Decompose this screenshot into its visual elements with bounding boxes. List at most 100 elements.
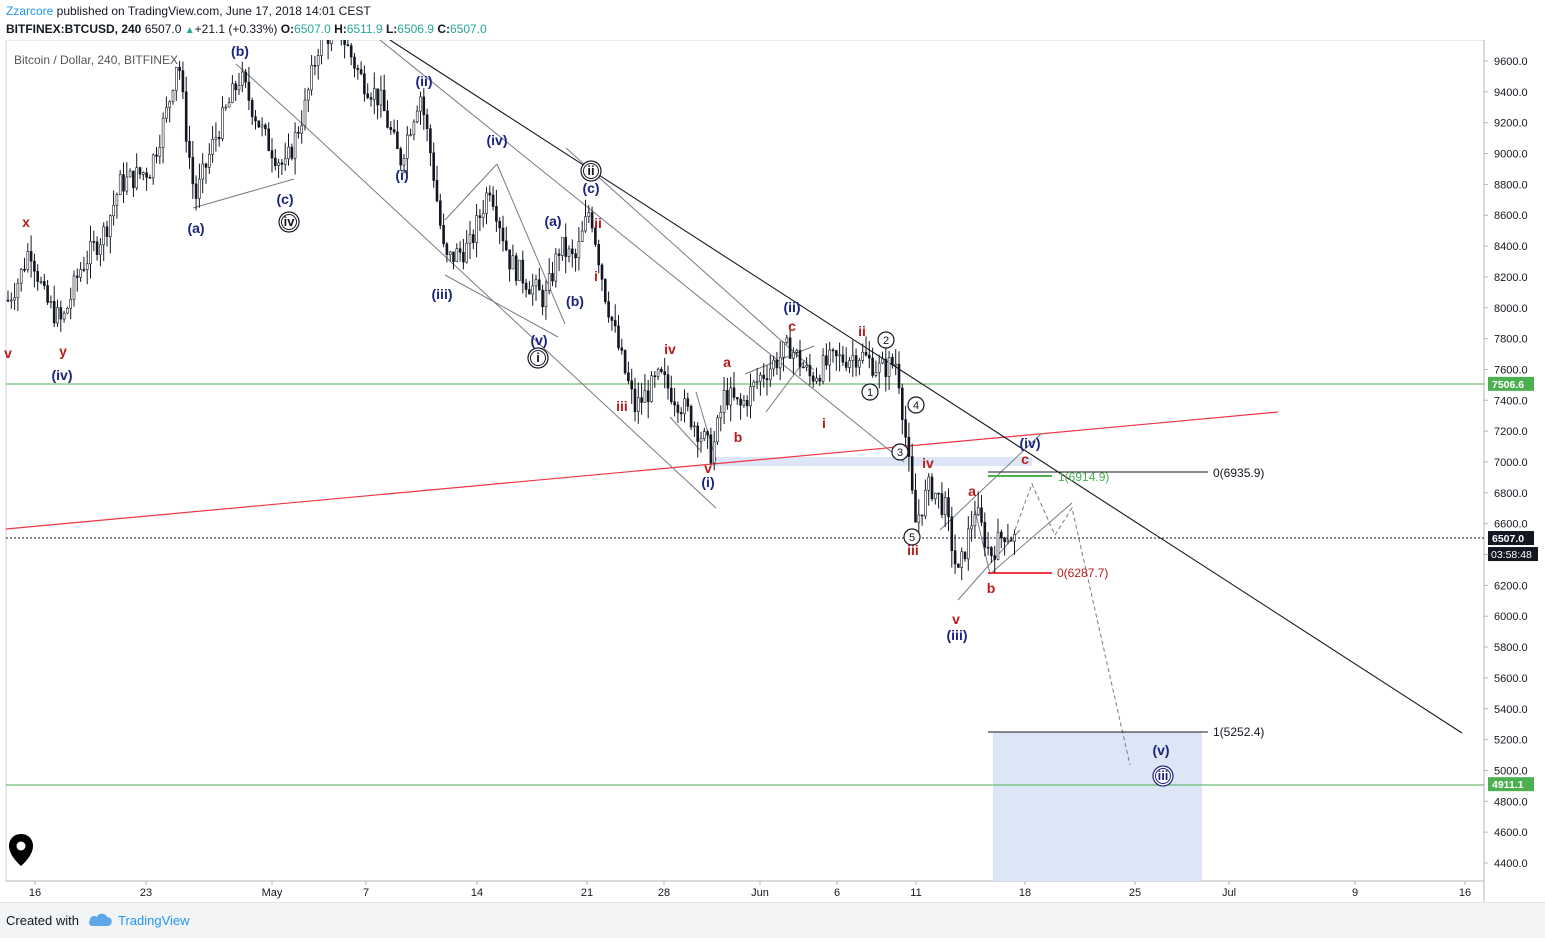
candle-body xyxy=(148,177,152,179)
candle-body xyxy=(528,289,531,295)
channel-c-bottom xyxy=(765,359,806,413)
wave-circle-inner xyxy=(1155,768,1171,784)
low-label: L: xyxy=(385,22,398,36)
candle-body xyxy=(544,290,548,308)
candle-body xyxy=(237,85,241,91)
wave-label-circled: iii xyxy=(1158,768,1169,783)
price-tag-bg xyxy=(1488,777,1534,792)
candle-body xyxy=(247,81,251,101)
candle-body xyxy=(663,371,667,375)
candle-body xyxy=(366,93,370,98)
candle-body xyxy=(260,124,264,128)
candle-body xyxy=(683,398,686,415)
candle-body xyxy=(184,91,188,142)
symbol-label: BITFINEX:BTCUSD, 240 xyxy=(6,22,142,36)
candle-body xyxy=(151,154,155,179)
candle-body xyxy=(518,259,521,281)
candle-body xyxy=(438,200,442,226)
candle-body xyxy=(742,399,746,406)
candle-body xyxy=(759,374,762,382)
candle-body xyxy=(607,301,610,318)
candle-body xyxy=(947,497,950,518)
resistance-band xyxy=(710,457,1032,466)
price-tag-label: 4911.1 xyxy=(1492,779,1524,791)
time-tick-label: 16 xyxy=(29,887,41,899)
wave-label-blue: (c) xyxy=(582,180,599,196)
channel-b-bottom xyxy=(989,502,1073,575)
fib-label-1: 1(6914.9) xyxy=(1058,470,1109,484)
candle-body xyxy=(165,107,168,119)
wave-label-circled: iv xyxy=(284,214,296,229)
candle-body xyxy=(854,355,858,368)
wave-label-blue: (i) xyxy=(701,474,714,490)
wave-label-blue: (b) xyxy=(566,293,584,309)
wave-label-red: ii xyxy=(858,323,866,339)
time-tick-label: 23 xyxy=(140,887,152,899)
candle-body xyxy=(504,240,508,251)
author-link[interactable]: Zzarcore xyxy=(6,4,54,18)
candle-body xyxy=(825,355,828,366)
candle-body xyxy=(584,216,587,232)
candle-body xyxy=(76,275,79,278)
candle-body xyxy=(521,259,525,284)
candle-body xyxy=(937,492,940,495)
candle-body xyxy=(864,351,868,356)
candle-body xyxy=(551,273,554,282)
candle-body xyxy=(534,279,538,287)
candle-body xyxy=(844,361,848,368)
price-tick-label: 9400.0 xyxy=(1494,87,1528,99)
fib-label-target: 1(5252.4) xyxy=(1213,725,1264,739)
candle-body xyxy=(917,514,921,523)
candle-body xyxy=(349,45,353,58)
candle-body xyxy=(953,550,957,565)
candle-body xyxy=(13,297,16,301)
price-tick-label: 6200.0 xyxy=(1494,580,1528,592)
candle-body xyxy=(610,316,614,321)
candle-body xyxy=(346,44,350,46)
candle-body xyxy=(973,514,977,527)
candle-body xyxy=(531,285,535,295)
price-tick-label: 7000.0 xyxy=(1494,457,1528,469)
wave-label-red: v xyxy=(704,460,712,476)
candle-body xyxy=(402,158,406,166)
candle-body xyxy=(435,180,439,202)
candle-body xyxy=(191,157,195,185)
candle-body xyxy=(168,101,171,108)
wave-label-blue: (iii) xyxy=(432,286,453,302)
candle-body xyxy=(679,412,683,415)
price-tick-label: 5600.0 xyxy=(1494,673,1528,685)
fib-label-0: 0(6935.9) xyxy=(1213,466,1264,480)
candle-body xyxy=(653,375,657,378)
candle-body xyxy=(752,381,756,387)
candle-body xyxy=(755,381,759,383)
price-chart[interactable]: 9600.0 9400.0 9200.0 9000.0 8800.0 8600.0 8400… xyxy=(0,40,1545,902)
wave-label-red: ii xyxy=(594,215,602,231)
target-zone xyxy=(993,732,1202,881)
candle-body xyxy=(175,67,178,91)
candle-body xyxy=(699,438,703,442)
wave-label-red: b xyxy=(987,580,996,596)
candle-body xyxy=(547,273,551,291)
candle-body xyxy=(369,97,373,100)
candle-body xyxy=(877,362,881,373)
candle-body xyxy=(399,148,403,166)
candle-body xyxy=(39,281,43,283)
time-axis-ticks: 16 23 May 7 14 21 28 Jun 6 11 18 25 Jul 9 16 xyxy=(29,881,1471,899)
candle-body xyxy=(412,121,416,135)
candle-body xyxy=(227,102,231,108)
candle-body xyxy=(590,212,594,229)
candle-body xyxy=(729,387,733,406)
candle-body xyxy=(821,355,825,382)
candle-body xyxy=(19,269,23,284)
candle-body xyxy=(419,96,422,112)
candle-body xyxy=(95,241,99,255)
price-tags: 7506.6 6507.0 4911.1 03:58:48 xyxy=(1488,376,1538,792)
time-tick-label: 6 xyxy=(834,887,840,899)
candle-body xyxy=(452,251,455,262)
candle-body xyxy=(221,107,224,140)
candle-body xyxy=(42,281,46,286)
candle-body xyxy=(26,251,30,270)
chart-area[interactable]: 9600.0 9400.0 9200.0 9000.0 8800.0 8600.0 8400… xyxy=(0,40,1545,902)
candle-body xyxy=(491,194,495,207)
tradingview-link[interactable]: TradingView xyxy=(118,913,190,928)
